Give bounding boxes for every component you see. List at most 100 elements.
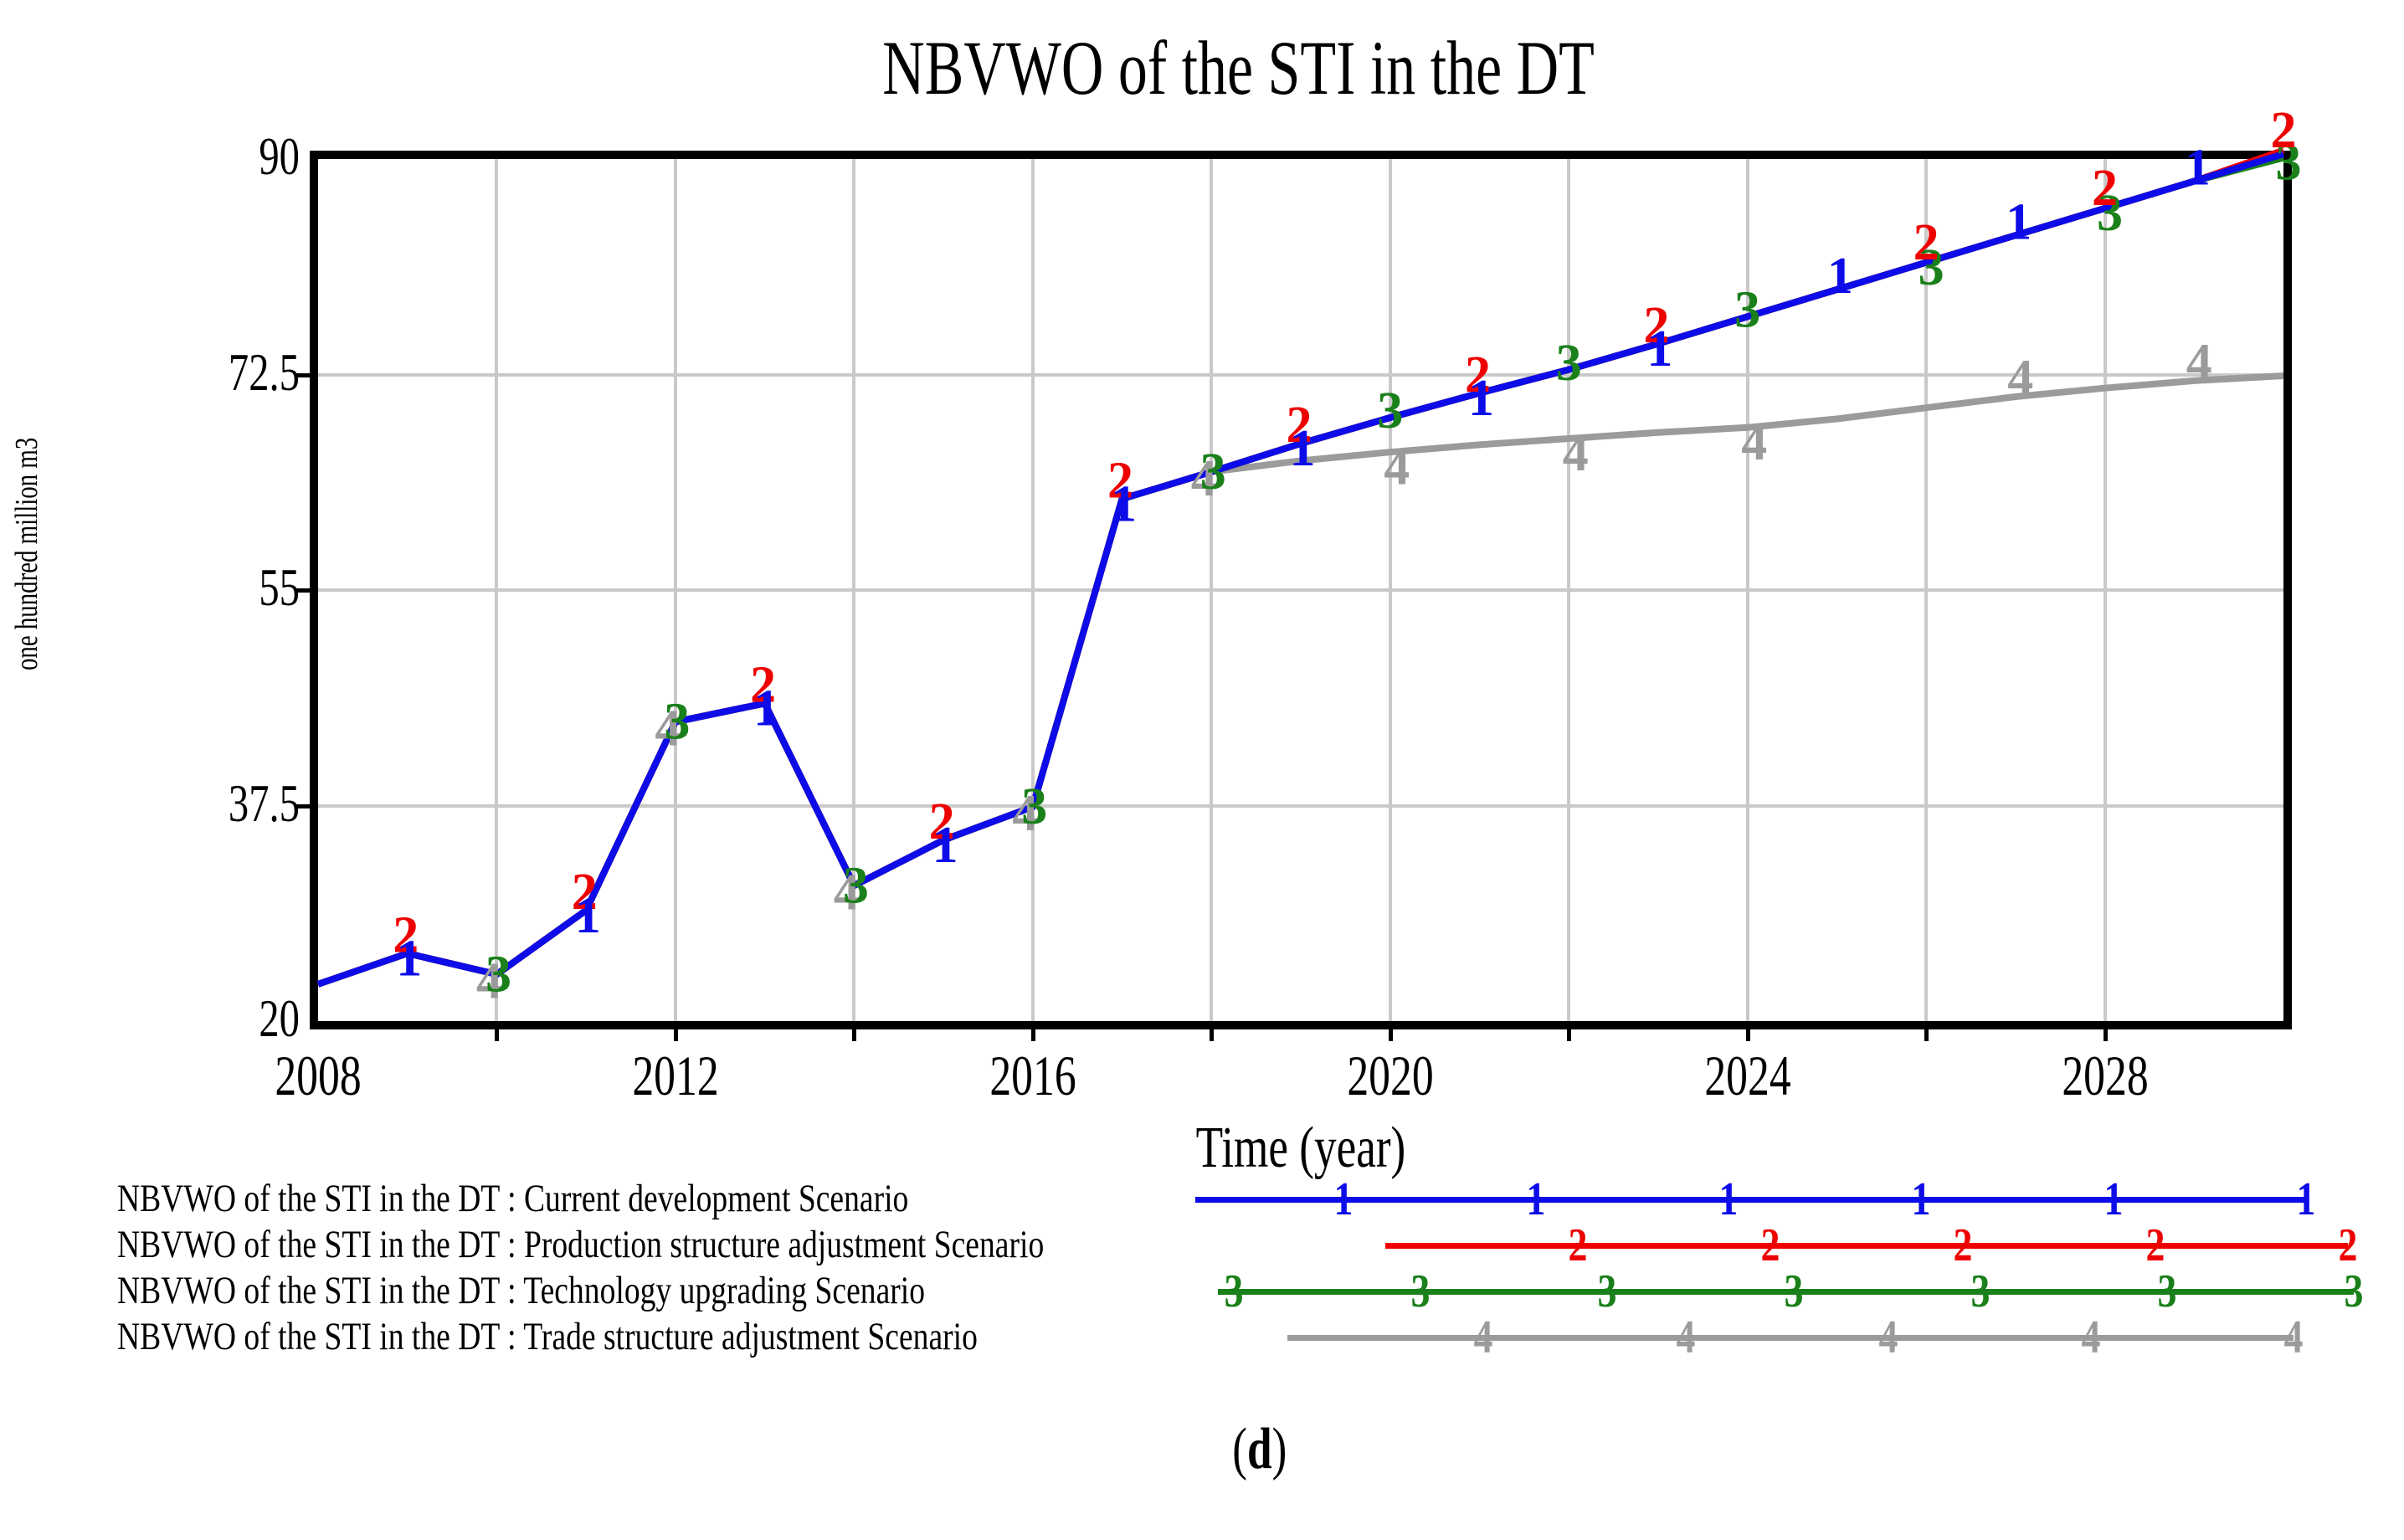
series-marker-1: 1	[753, 680, 779, 737]
x-tick-label: 2016	[989, 1044, 1076, 1107]
legend-marker-4: 4	[1473, 1311, 1493, 1363]
y-tick-label: 72.5	[228, 341, 300, 402]
x-tick-label: 2012	[632, 1044, 719, 1107]
series-marker-4: 4	[1563, 425, 1589, 482]
x-tick-label: 2028	[2061, 1044, 2149, 1107]
legend-marker-1: 1	[1526, 1173, 1546, 1225]
figure-caption: (d)	[1134, 1416, 1385, 1483]
x-axis-tick	[1388, 1029, 1393, 1041]
series-marker-4: 4	[476, 952, 502, 1009]
legend-line	[1287, 1335, 2294, 1341]
series-marker-1: 1	[1468, 370, 1494, 427]
y-axis-tick	[295, 803, 310, 808]
legend-marker-4: 4	[2283, 1311, 2304, 1363]
series-marker-4: 4	[1191, 450, 1217, 507]
series-line-1	[316, 151, 2285, 988]
series-marker-3: 3	[1021, 778, 1047, 835]
legend-marker-3: 3	[1784, 1265, 1804, 1317]
series-marker-4: 4	[2186, 334, 2212, 391]
series-marker-2: 2	[1643, 297, 1669, 354]
y-axis-tick	[295, 588, 310, 593]
series-marker-3: 3	[1377, 382, 1403, 439]
x-tick-label: 2024	[1703, 1044, 1791, 1107]
legend-row-4: NBVWO of the STI in the DT : Trade struc…	[0, 1311, 2404, 1363]
legend-marker-3: 3	[1970, 1265, 1990, 1317]
series-marker-3: 3	[1734, 282, 1760, 339]
series-marker-3: 3	[1556, 335, 1582, 392]
y-axis-tick	[295, 372, 310, 377]
legend-line	[1385, 1243, 2348, 1249]
series-marker-3: 3	[1200, 444, 1226, 501]
y-tick-label: 90	[259, 126, 300, 186]
y-tick-label: 37.5	[228, 773, 300, 833]
legend-row-2: NBVWO of the STI in the DT : Production …	[0, 1219, 2404, 1271]
series-marker-3: 3	[843, 857, 869, 914]
series-marker-2: 2	[572, 864, 598, 921]
legend-marker-4: 4	[1676, 1311, 1696, 1363]
series-marker-1: 1	[1111, 475, 1137, 532]
legend-marker-1: 1	[2104, 1173, 2124, 1225]
chart-title-text: NBVWO of the STI in the DT	[882, 25, 1595, 110]
legend-marker-2: 2	[2338, 1219, 2358, 1271]
y-axis-title: one hundred million m3	[8, 261, 45, 847]
gridline-horizontal	[318, 588, 2283, 592]
x-axis-tick	[1030, 1029, 1035, 1041]
series-marker-2: 2	[2092, 160, 2118, 217]
legend-marker-3: 3	[2344, 1265, 2364, 1317]
legend-line	[1218, 1289, 2354, 1295]
x-axis-tick	[2103, 1029, 2108, 1041]
series-marker-3: 3	[664, 694, 690, 751]
legend-marker-1: 1	[2296, 1173, 2316, 1225]
series-marker-2: 2	[1913, 214, 1939, 271]
series-marker-1: 1	[575, 887, 601, 944]
x-axis-title: Time (year)	[1050, 1115, 1552, 1182]
y-axis-title-text: one hundred million m3	[9, 437, 44, 671]
series-marker-2: 2	[1107, 452, 1133, 509]
series-marker-4: 4	[834, 864, 860, 921]
x-axis-tick	[1210, 1029, 1215, 1041]
series-marker-1: 1	[932, 817, 958, 874]
series-marker-2: 2	[1465, 346, 1491, 403]
x-axis-tick	[1924, 1029, 1929, 1041]
legend-marker-3: 3	[1224, 1265, 1244, 1317]
x-axis-tick	[1745, 1029, 1750, 1041]
x-axis-tick	[852, 1029, 857, 1041]
legend-marker-2: 2	[2145, 1219, 2165, 1271]
series-marker-4: 4	[655, 701, 681, 757]
legend-row-1: NBVWO of the STI in the DT : Current dev…	[0, 1173, 2404, 1225]
legend-label: NBVWO of the STI in the DT : Production …	[117, 1222, 1045, 1266]
series-marker-2: 2	[393, 906, 419, 963]
legend-line	[1195, 1197, 2306, 1203]
series-marker-2: 2	[1287, 397, 1312, 454]
figure-caption-text: (d)	[1232, 1417, 1287, 1481]
chart-title: NBVWO of the STI in the DT	[0, 23, 2404, 112]
legend-label: NBVWO of the STI in the DT : Technology …	[117, 1268, 926, 1312]
series-marker-3: 3	[1919, 239, 1944, 296]
x-tick-label: 2020	[1347, 1044, 1434, 1107]
gridline-horizontal	[318, 372, 2283, 377]
legend-label: NBVWO of the STI in the DT : Current dev…	[117, 1176, 909, 1220]
legend-marker-2: 2	[1953, 1219, 1973, 1271]
x-axis-title-text: Time (year)	[1195, 1116, 1406, 1180]
series-marker-3: 3	[2276, 135, 2302, 192]
legend-marker-1: 1	[1333, 1173, 1354, 1225]
series-marker-4: 4	[1384, 439, 1410, 495]
series-marker-4: 4	[1012, 785, 1038, 842]
series-marker-3: 3	[485, 946, 511, 1003]
legend-row-3: NBVWO of the STI in the DT : Technology …	[0, 1265, 2404, 1317]
series-marker-2: 2	[929, 793, 955, 850]
legend-marker-2: 2	[1760, 1219, 1780, 1271]
series-marker-1: 1	[2006, 193, 2032, 250]
series-marker-1: 1	[1827, 248, 1853, 305]
legend-marker-4: 4	[2081, 1311, 2101, 1363]
series-marker-2: 2	[750, 657, 776, 714]
series-marker-4: 4	[2007, 350, 2033, 407]
series-marker-1: 1	[396, 930, 422, 987]
x-axis-tick	[495, 1029, 500, 1041]
y-tick-label: 20	[259, 988, 300, 1048]
legend-label: NBVWO of the STI in the DT : Trade struc…	[117, 1314, 978, 1358]
x-tick-label: 2008	[275, 1044, 362, 1107]
